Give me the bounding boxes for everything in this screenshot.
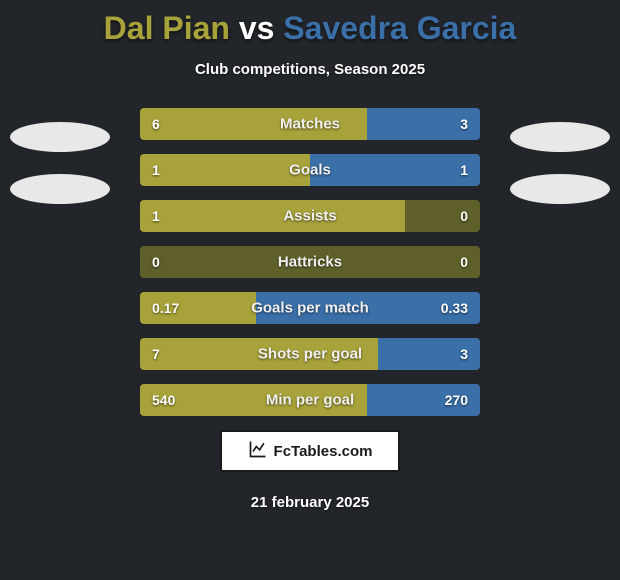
stat-row: 7 3 Shots per goal — [140, 338, 480, 370]
value-left: 0 — [152, 254, 160, 270]
stat-label: Goals — [289, 162, 331, 179]
title-player2: Savedra Garcia — [283, 10, 516, 46]
stat-row: 1 1 Goals — [140, 154, 480, 186]
stat-row: 1 0 Assists — [140, 200, 480, 232]
bar-left — [140, 200, 405, 232]
value-right: 0 — [460, 208, 468, 224]
player-oval-left-0 — [10, 122, 110, 152]
chart-icon — [248, 439, 268, 464]
stat-row: 0 0 Hattricks — [140, 246, 480, 278]
stat-row: 540 270 Min per goal — [140, 384, 480, 416]
stat-label: Goals per match — [251, 300, 369, 317]
value-right: 270 — [445, 392, 468, 408]
player-oval-right-2 — [510, 122, 610, 152]
value-right: 3 — [460, 116, 468, 132]
page-title: Dal Pian vs Savedra Garcia — [0, 0, 620, 47]
brand-text: FcTables.com — [274, 443, 373, 460]
title-vs: vs — [239, 10, 275, 46]
value-left: 1 — [152, 208, 160, 224]
value-right: 1 — [460, 162, 468, 178]
value-left: 540 — [152, 392, 175, 408]
stat-label: Hattricks — [278, 254, 342, 271]
value-right: 0 — [460, 254, 468, 270]
stat-row: 0.17 0.33 Goals per match — [140, 292, 480, 324]
subtitle: Club competitions, Season 2025 — [0, 61, 620, 78]
stat-label: Min per goal — [266, 392, 354, 409]
value-right: 3 — [460, 346, 468, 362]
title-player1: Dal Pian — [104, 10, 230, 46]
value-left: 1 — [152, 162, 160, 178]
brand-badge[interactable]: FcTables.com — [220, 430, 400, 472]
value-left: 7 — [152, 346, 160, 362]
player-oval-left-1 — [10, 174, 110, 204]
value-right: 0.33 — [441, 300, 468, 316]
bar-right — [310, 154, 480, 186]
stat-row: 6 3 Matches — [140, 108, 480, 140]
stat-label: Assists — [283, 208, 336, 225]
value-left: 0.17 — [152, 300, 179, 316]
player-oval-right-3 — [510, 174, 610, 204]
stat-rows: 6 3 Matches 1 1 Goals 1 0 Assists 0 0 Hattricks 0.17… — [140, 108, 480, 416]
bar-left — [140, 154, 310, 186]
value-left: 6 — [152, 116, 160, 132]
footer-date: 21 february 2025 — [0, 494, 620, 511]
stat-label: Matches — [280, 116, 340, 133]
comparison-container: 6 3 Matches 1 1 Goals 1 0 Assists 0 0 Hattricks 0.17… — [0, 108, 620, 416]
stat-label: Shots per goal — [258, 346, 362, 363]
